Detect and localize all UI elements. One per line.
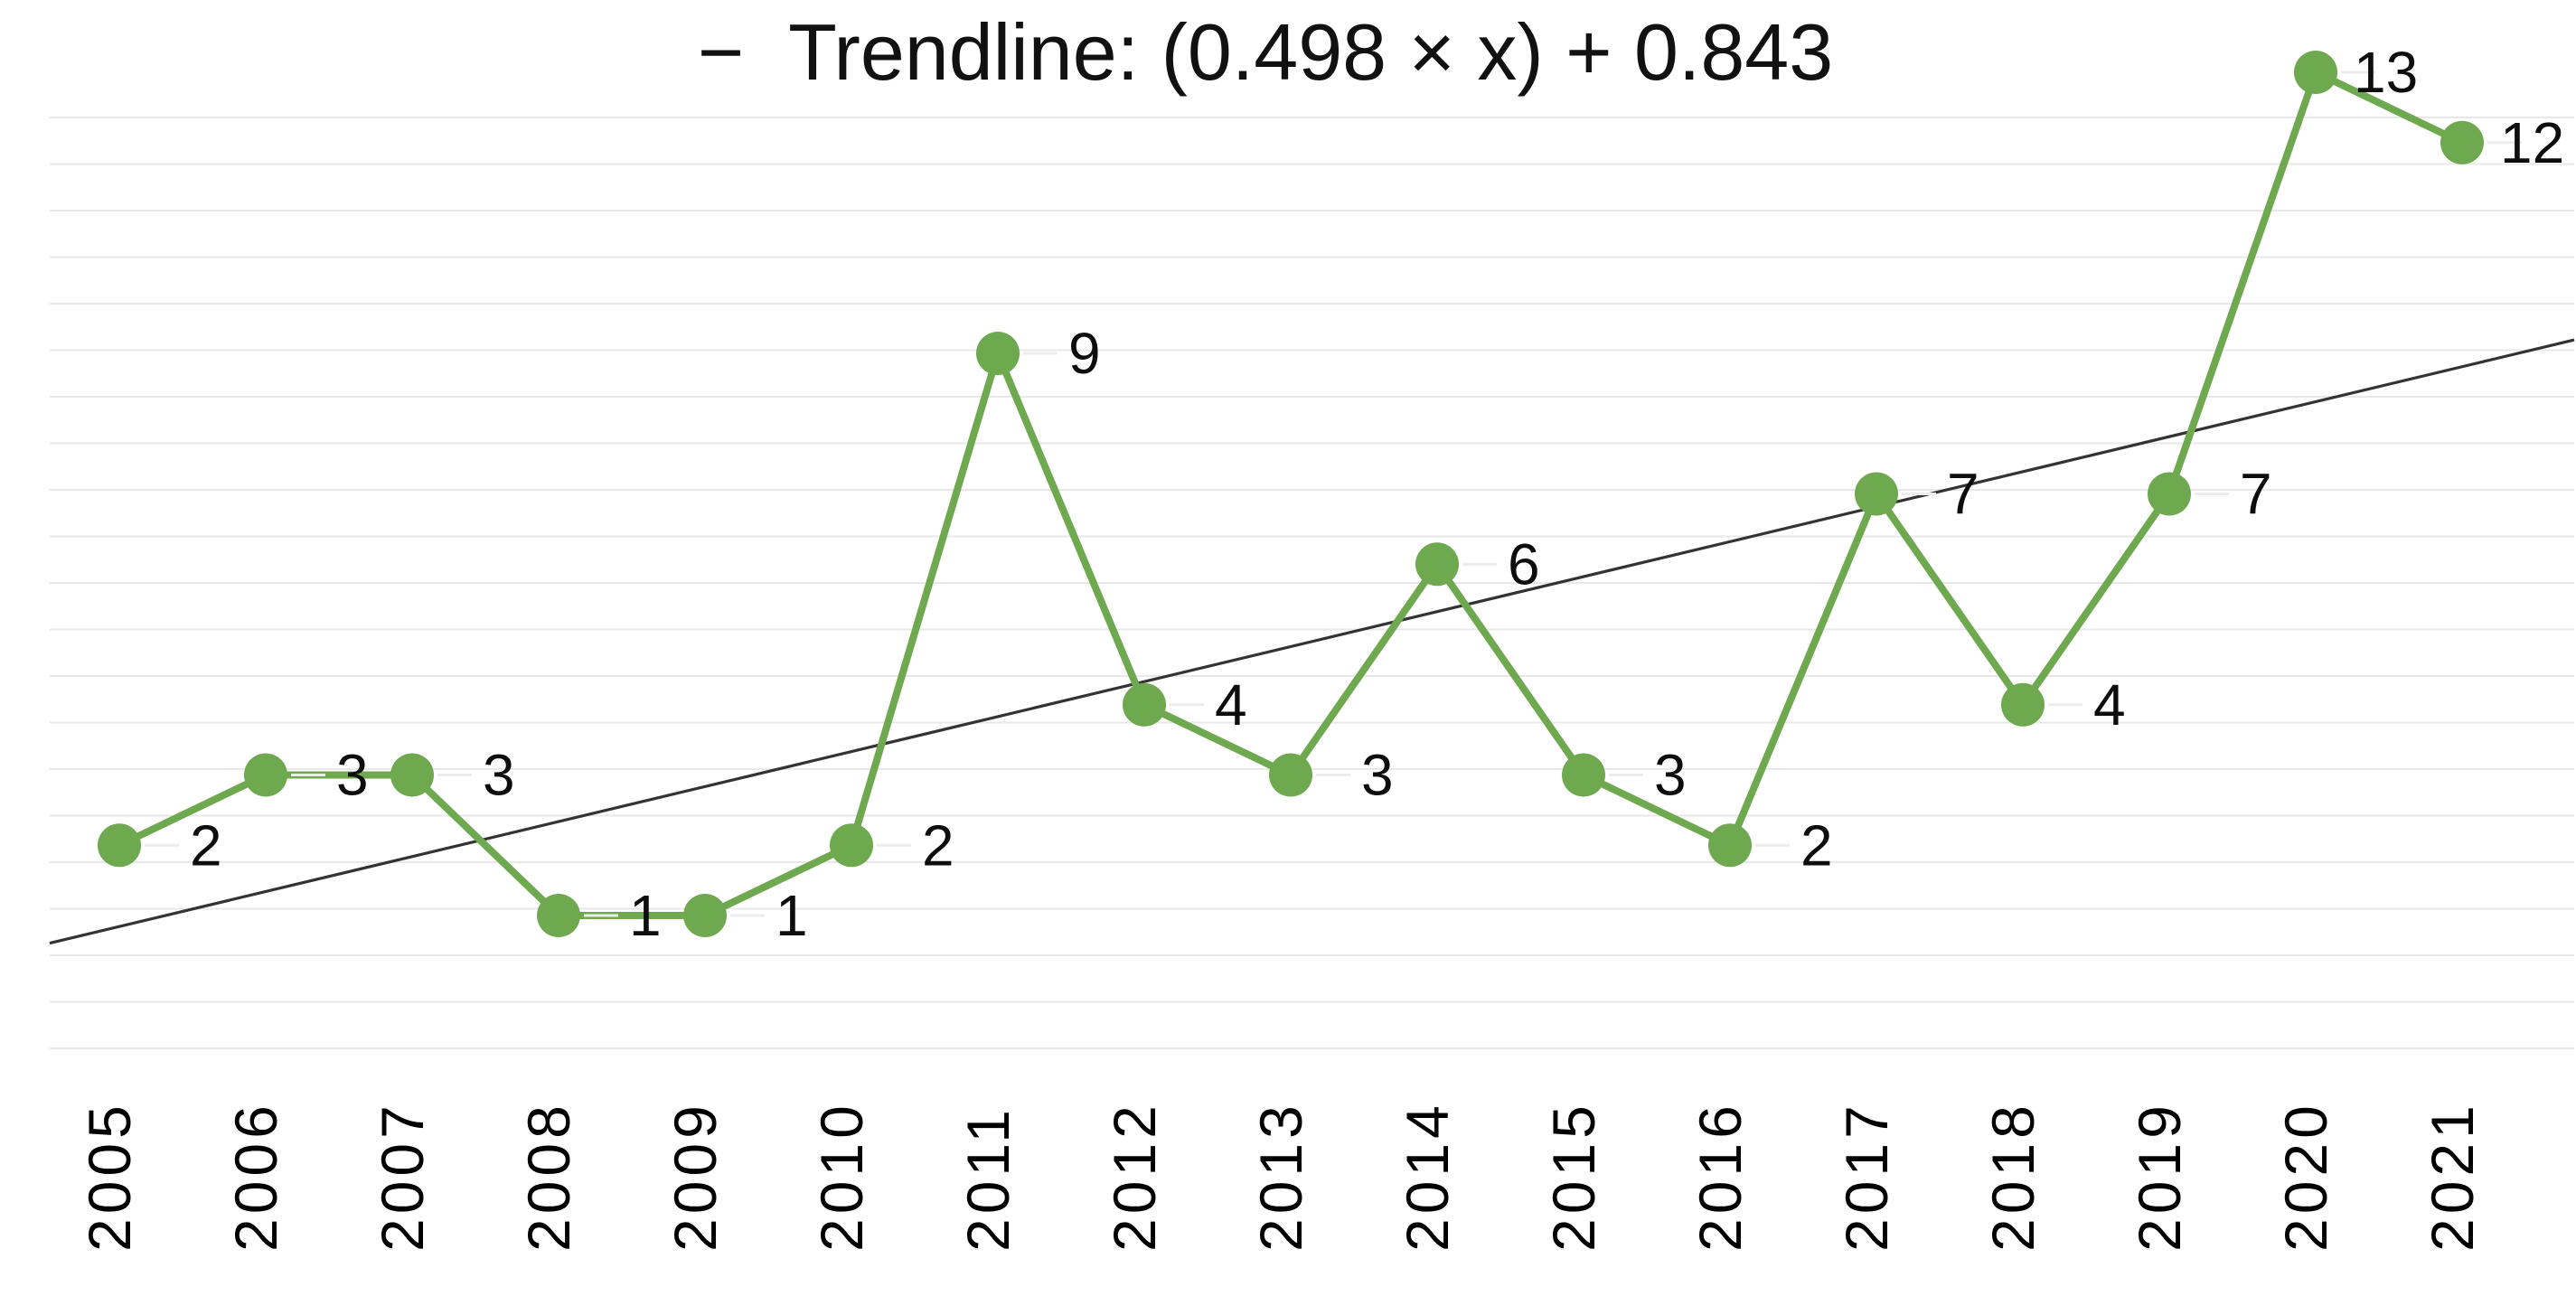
data-point-2020 bbox=[2294, 51, 2337, 94]
data-point-2006 bbox=[244, 753, 287, 797]
x-tick-label-2012: 2012 bbox=[1101, 1101, 1168, 1252]
x-tick-label-2006: 2006 bbox=[222, 1101, 289, 1252]
data-point-2010 bbox=[830, 823, 873, 868]
gridlines bbox=[50, 117, 2574, 1049]
point-value-label: 13 bbox=[2354, 40, 2418, 105]
x-tick-label-2005: 2005 bbox=[76, 1101, 143, 1252]
point-value-label: 2 bbox=[922, 812, 954, 878]
data-point-2009 bbox=[683, 894, 727, 937]
point-value-label: 2 bbox=[190, 812, 222, 878]
x-tick-label-2017: 2017 bbox=[1833, 1101, 1900, 1252]
data-point-2007 bbox=[390, 753, 434, 797]
x-tick-label-2010: 2010 bbox=[808, 1101, 875, 1252]
data-point-2011 bbox=[976, 332, 1020, 375]
data-point-2005 bbox=[98, 823, 141, 868]
x-tick-label-2007: 2007 bbox=[369, 1101, 436, 1252]
data-point-2016 bbox=[1708, 823, 1752, 868]
x-tick-label-2020: 2020 bbox=[2272, 1101, 2339, 1252]
point-value-label: 6 bbox=[1508, 531, 1540, 596]
point-value-label: 12 bbox=[2500, 110, 2564, 175]
data-point-2008 bbox=[537, 894, 580, 937]
data-point-2013 bbox=[1269, 753, 1312, 797]
x-tick-label-2009: 2009 bbox=[662, 1101, 729, 1252]
x-tick-label-2019: 2019 bbox=[2126, 1101, 2193, 1252]
x-axis-tick-labels: 2005 2006 2007 2008 2009 2010 2011 2012 2013 2014… bbox=[76, 1101, 2486, 1252]
trendline bbox=[49, 338, 2575, 945]
legend-line-marker-icon: − bbox=[698, 7, 744, 97]
chart-legend: − Trendline: (0.498 × x) + 0.843 bbox=[698, 7, 1833, 97]
data-point-2021 bbox=[2440, 120, 2484, 164]
point-value-label: 3 bbox=[1361, 743, 1394, 808]
point-value-label: 4 bbox=[2093, 672, 2126, 737]
x-tick-label-2008: 2008 bbox=[515, 1101, 582, 1252]
point-value-label: 7 bbox=[2240, 462, 2272, 527]
point-value-label: 3 bbox=[1654, 743, 1687, 808]
legend-label: Trendline: (0.498 × x) + 0.843 bbox=[788, 7, 1833, 97]
x-tick-label-2011: 2011 bbox=[954, 1105, 1021, 1252]
data-point-2017 bbox=[1855, 472, 1898, 516]
point-value-label: 1 bbox=[776, 883, 808, 948]
data-point-2019 bbox=[2148, 472, 2191, 516]
data-point-2015 bbox=[1562, 753, 1605, 797]
data-point-2018 bbox=[2001, 682, 2045, 727]
x-tick-label-2015: 2015 bbox=[1540, 1101, 1607, 1252]
x-tick-label-2021: 2021 bbox=[2419, 1101, 2486, 1252]
label-leader-lines bbox=[145, 70, 2522, 917]
point-value-label: 2 bbox=[1800, 812, 1833, 878]
point-value-label: 3 bbox=[336, 743, 369, 808]
x-tick-label-2016: 2016 bbox=[1687, 1101, 1753, 1252]
point-value-label: 3 bbox=[483, 743, 515, 808]
point-value-label: 1 bbox=[629, 883, 662, 948]
point-value-label: 7 bbox=[1947, 462, 1979, 527]
point-value-label: 4 bbox=[1215, 672, 1247, 737]
data-point-markers bbox=[98, 51, 2484, 937]
x-tick-label-2018: 2018 bbox=[1979, 1101, 2046, 1252]
data-point-2014 bbox=[1415, 542, 1459, 587]
data-point-2012 bbox=[1123, 682, 1166, 727]
x-tick-label-2014: 2014 bbox=[1394, 1101, 1461, 1252]
point-value-label: 9 bbox=[1068, 321, 1101, 386]
x-tick-label-2013: 2013 bbox=[1247, 1101, 1314, 1252]
